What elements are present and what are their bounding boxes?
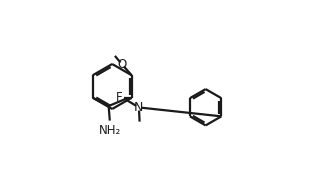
Text: N: N	[134, 101, 144, 114]
Text: F: F	[116, 91, 123, 104]
Text: O: O	[118, 58, 127, 71]
Text: NH₂: NH₂	[99, 124, 121, 137]
